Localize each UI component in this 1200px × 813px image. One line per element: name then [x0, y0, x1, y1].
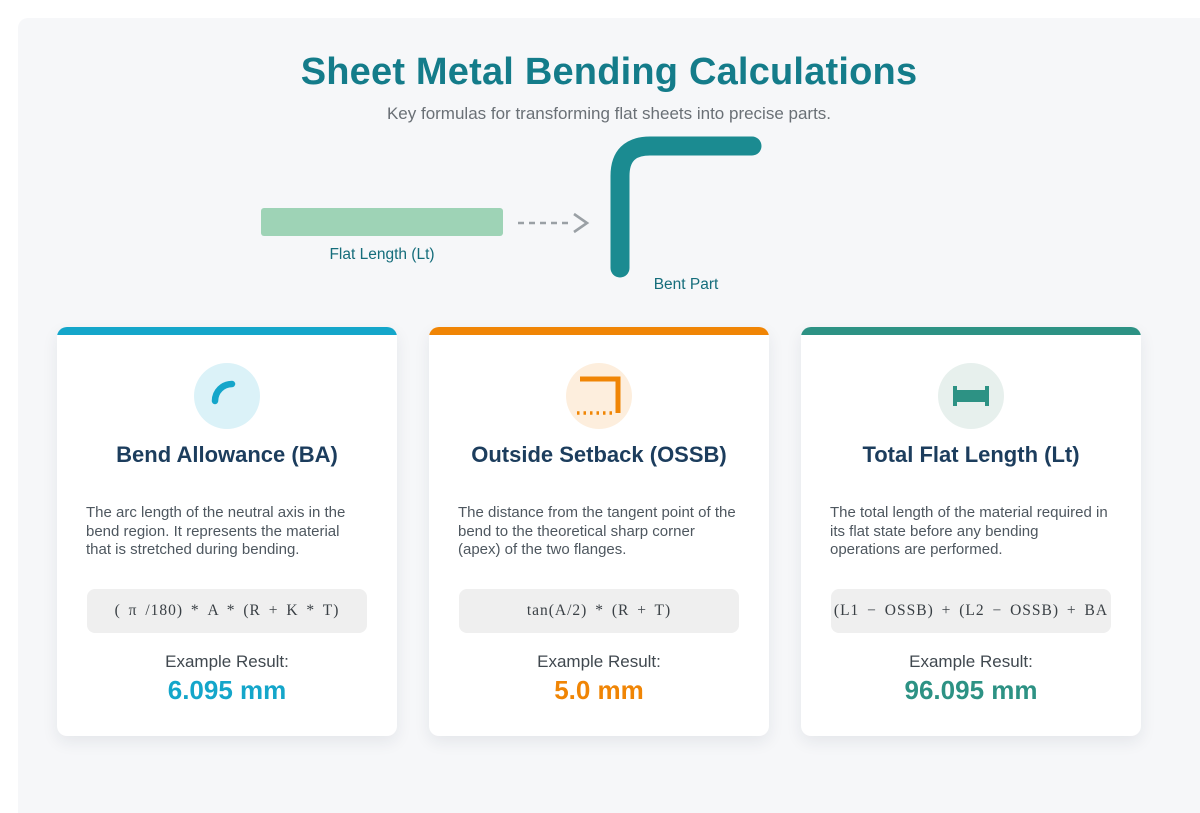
page-header: Sheet Metal Bending Calculations Key for… [18, 18, 1200, 124]
card-description: The arc length of the neutral axis in th… [86, 504, 346, 558]
card-icon-circle [938, 363, 1004, 429]
card-icon-circle [194, 363, 260, 429]
bent-part-label: Bent Part [653, 276, 719, 293]
formula-box: tan(A/2) * (R + T) [459, 588, 739, 633]
flat-sheet-shape [261, 208, 503, 236]
example-result-value: 6.095 mm [167, 674, 287, 705]
card-title: Outside Setback (OSSB) [471, 442, 727, 467]
formula-box: ( π /180) * A * (R + K * T) [87, 588, 367, 633]
page-background: Sheet Metal Bending Calculations Key for… [18, 18, 1200, 813]
example-result-label: Example Result: [537, 651, 661, 671]
example-result-value: 96.095 mm [904, 674, 1038, 705]
bend-arc-icon [211, 380, 236, 405]
example-result-label: Example Result: [165, 651, 289, 671]
flat-length-icon [953, 386, 989, 406]
bent-part-shape [600, 128, 772, 289]
example-result-label: Example Result: [909, 651, 1033, 671]
cards-row: Bend Allowance (BA) The arc length of th… [57, 327, 1141, 736]
card-icon-circle [566, 363, 632, 429]
card-accent-bar [57, 327, 397, 335]
setback-corner-icon [577, 376, 621, 415]
outside-setback-card: Outside Setback (OSSB) The distance from… [429, 327, 769, 736]
card-title: Bend Allowance (BA) [116, 442, 338, 467]
page-subtitle: Key formulas for transforming flat sheet… [386, 104, 832, 123]
card-accent-bar [429, 327, 769, 335]
card-title: Total Flat Length (Lt) [862, 442, 1080, 467]
formula-box: (L1 − OSSB) + (L2 − OSSB) + BA [831, 588, 1111, 633]
example-result-value: 5.0 mm [554, 674, 644, 705]
transform-arrow-icon [516, 210, 596, 241]
card-accent-bar [801, 327, 1141, 335]
bend-allowance-card: Bend Allowance (BA) The arc length of th… [57, 327, 397, 736]
card-description: The total length of the material require… [830, 504, 1108, 558]
card-description: The distance from the tangent point of t… [458, 504, 736, 558]
page-title: Sheet Metal Bending Calculations [300, 51, 918, 93]
total-flat-length-card: Total Flat Length (Lt) The total length … [801, 327, 1141, 736]
flat-length-label: Flat Length (Lt) [329, 246, 435, 263]
